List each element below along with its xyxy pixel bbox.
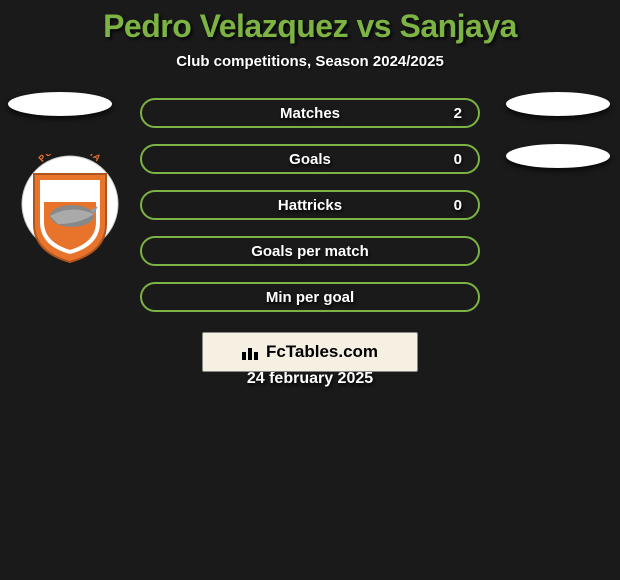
stat-right: 2	[454, 105, 462, 122]
stat-label: Goals per match	[251, 243, 369, 260]
source-badge-label: FcTables.com	[242, 342, 378, 362]
club-right-placeholder	[506, 144, 610, 168]
stat-label: Min per goal	[266, 289, 354, 306]
source-badge[interactable]: FcTables.com	[202, 332, 418, 372]
shield-icon: PUSAMANIA	[20, 154, 120, 266]
stat-row: Goals 0	[140, 144, 480, 174]
subtitle: Club competitions, Season 2024/2025	[0, 53, 620, 70]
stat-right: 0	[454, 151, 462, 168]
content-area: PUSAMANIA Matches 2 Goals 0 Hattricks 0 …	[0, 98, 620, 388]
stat-row: Min per goal	[140, 282, 480, 312]
stat-row: Matches 2	[140, 98, 480, 128]
stat-rows: Matches 2 Goals 0 Hattricks 0 Goals per …	[140, 98, 480, 312]
page-title: Pedro Velazquez vs Sanjaya	[0, 0, 620, 45]
stat-label: Matches	[280, 105, 340, 122]
bar-chart-icon	[242, 344, 262, 360]
player-right-placeholder	[506, 92, 610, 116]
stat-right: 0	[454, 197, 462, 214]
stat-label: Hattricks	[278, 197, 342, 214]
player-left-placeholder	[8, 92, 112, 116]
stat-row: Goals per match	[140, 236, 480, 266]
date-text: 24 february 2025	[0, 370, 620, 388]
stat-label: Goals	[289, 151, 331, 168]
stat-row: Hattricks 0	[140, 190, 480, 220]
club-left-crest: PUSAMANIA	[20, 154, 120, 266]
source-badge-text: FcTables.com	[266, 342, 378, 362]
